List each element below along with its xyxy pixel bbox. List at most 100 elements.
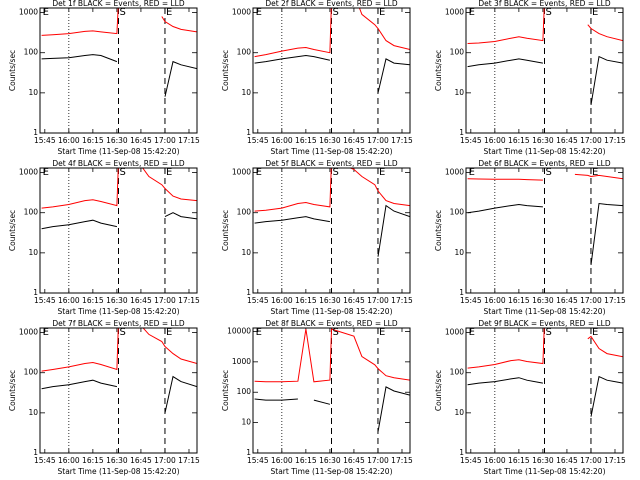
x-tick-label: 17:15 xyxy=(178,456,200,465)
annotation: S xyxy=(333,167,339,178)
plot-frame xyxy=(252,7,411,134)
series-line xyxy=(254,328,410,383)
x-tick-label: 16:15 xyxy=(508,296,530,305)
y-tick-label: 100 xyxy=(237,387,252,396)
annotation: E xyxy=(592,167,598,178)
annotation: E xyxy=(43,327,49,338)
y-axis-label: Counts/sec xyxy=(8,370,17,411)
chart-title: Det 5f BLACK = Events, RED = LLD xyxy=(265,159,398,168)
y-axis-label: Counts/sec xyxy=(221,210,230,251)
x-tick-label: 16:15 xyxy=(295,136,317,145)
y-tick-label: 1000 xyxy=(445,8,464,17)
x-tick-label: 17:15 xyxy=(391,296,413,305)
annotation: E xyxy=(592,327,598,338)
annotation: E xyxy=(43,7,49,18)
y-tick-label: 100 xyxy=(237,208,252,217)
x-tick-label: 16:45 xyxy=(556,136,578,145)
annotation: E xyxy=(256,167,262,178)
annotation: E xyxy=(592,7,598,18)
x-tick-label: 16:15 xyxy=(82,136,104,145)
x-tick-label: 16:00 xyxy=(271,456,293,465)
y-tick-label: 1 xyxy=(459,128,464,137)
panel: Det 6f BLACK = Events, RED = LLD Start Ti… xyxy=(434,159,626,316)
annotation: E xyxy=(469,327,475,338)
x-tick-label: 17:15 xyxy=(178,296,200,305)
y-axis-label: Counts/sec xyxy=(221,370,230,411)
y-tick-label: 1 xyxy=(246,448,251,457)
x-axis-label: Start Time (11-Sep-08 15:42:20) xyxy=(58,147,180,156)
panel: Det 2f BLACK = Events, RED = LLD Start Ti… xyxy=(221,0,413,156)
y-axis-label: Counts/sec xyxy=(221,50,230,91)
annotation: E xyxy=(166,7,172,18)
x-axis-label: Start Time (11-Sep-08 15:42:20) xyxy=(484,467,606,476)
x-axis-label: Start Time (11-Sep-08 15:42:20) xyxy=(484,147,606,156)
x-tick-label: 16:30 xyxy=(319,136,341,145)
x-tick-label: 16:30 xyxy=(532,456,554,465)
y-axis-label: Counts/sec xyxy=(8,50,17,91)
plot-frame xyxy=(39,327,198,454)
annotation: E xyxy=(379,7,385,18)
y-tick-label: 10 xyxy=(454,88,464,97)
series-line xyxy=(467,328,623,369)
x-tick-label: 16:00 xyxy=(58,296,80,305)
x-tick-label: 17:00 xyxy=(154,296,176,305)
y-tick-label: 1 xyxy=(246,288,251,297)
x-tick-label: 16:30 xyxy=(532,136,554,145)
x-tick-label: 16:15 xyxy=(295,296,317,305)
annotation: S xyxy=(546,327,552,338)
chart-title: Det 6f BLACK = Events, RED = LLD xyxy=(478,159,611,168)
chart-title: Det 1f BLACK = Events, RED = LLD xyxy=(52,0,185,8)
plot-frame xyxy=(465,327,624,454)
series-line xyxy=(254,386,410,432)
y-axis-label: Counts/sec xyxy=(8,210,17,251)
x-tick-label: 17:15 xyxy=(604,136,626,145)
y-tick-label: 10 xyxy=(454,248,464,257)
x-tick-label: 15:45 xyxy=(247,296,269,305)
annotation: S xyxy=(333,327,339,338)
panel: Det 9f BLACK = Events, RED = LLD Start Ti… xyxy=(434,319,626,476)
annotation: E xyxy=(166,327,172,338)
y-tick-label: 1000 xyxy=(445,168,464,177)
x-tick-label: 16:15 xyxy=(82,456,104,465)
x-tick-label: 17:00 xyxy=(367,296,389,305)
series-line xyxy=(254,54,410,94)
x-tick-label: 16:45 xyxy=(556,456,578,465)
series-line xyxy=(467,55,623,105)
y-tick-label: 100 xyxy=(237,48,252,57)
y-tick-label: 1000 xyxy=(232,357,251,366)
chart-title: Det 7f BLACK = Events, RED = LLD xyxy=(52,319,185,328)
series-line xyxy=(467,8,623,44)
y-tick-label: 10 xyxy=(28,408,38,417)
y-tick-label: 1 xyxy=(33,288,38,297)
x-tick-label: 15:45 xyxy=(34,456,56,465)
series-line xyxy=(41,328,197,372)
chart-title: Det 3f BLACK = Events, RED = LLD xyxy=(478,0,611,8)
series-line xyxy=(41,212,197,230)
x-tick-label: 17:00 xyxy=(580,136,602,145)
x-tick-label: 16:45 xyxy=(343,136,365,145)
chart-title: Det 9f BLACK = Events, RED = LLD xyxy=(478,319,611,328)
x-axis-label: Start Time (11-Sep-08 15:42:20) xyxy=(58,307,180,316)
x-tick-label: 15:45 xyxy=(34,136,56,145)
annotation: E xyxy=(469,167,475,178)
y-axis-label: Counts/sec xyxy=(434,50,443,91)
series-line xyxy=(41,168,197,209)
x-axis-label: Start Time (11-Sep-08 15:42:20) xyxy=(271,147,393,156)
x-tick-label: 15:45 xyxy=(247,456,269,465)
x-axis-label: Start Time (11-Sep-08 15:42:20) xyxy=(271,307,393,316)
chart-title: Det 2f BLACK = Events, RED = LLD xyxy=(265,0,398,8)
panel: Det 7f BLACK = Events, RED = LLD Start Ti… xyxy=(8,319,200,476)
y-tick-label: 10 xyxy=(454,408,464,417)
annotation: S xyxy=(333,7,339,18)
x-tick-label: 16:45 xyxy=(130,296,152,305)
y-tick-label: 100 xyxy=(24,208,39,217)
x-tick-label: 17:15 xyxy=(178,136,200,145)
series-line xyxy=(467,202,623,265)
x-tick-label: 16:00 xyxy=(58,456,80,465)
series-line xyxy=(41,375,197,414)
annotation: S xyxy=(546,167,552,178)
x-tick-label: 15:45 xyxy=(460,296,482,305)
x-tick-label: 17:15 xyxy=(604,296,626,305)
y-tick-label: 1000 xyxy=(232,8,251,17)
plot-frame xyxy=(252,327,411,454)
